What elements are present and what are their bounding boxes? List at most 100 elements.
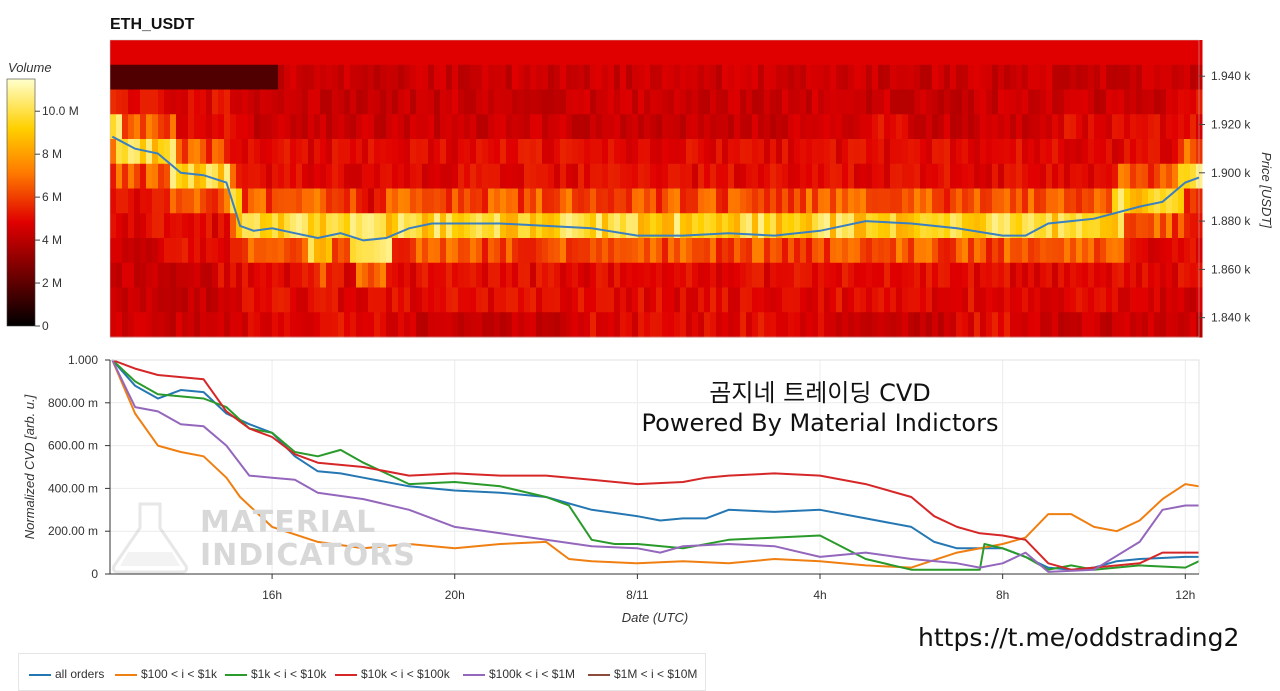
heatmap-cell — [596, 114, 603, 140]
heatmap-cell — [788, 262, 795, 288]
heatmap-cell — [1088, 238, 1095, 264]
heatmap-cell — [890, 188, 897, 214]
flask-icon — [112, 502, 188, 574]
heatmap-cell — [662, 139, 669, 165]
heatmap-cell — [890, 89, 897, 115]
legend-item[interactable]: $100k < i < $1M — [463, 667, 575, 681]
heatmap-cell — [1106, 238, 1113, 264]
heatmap-cell — [842, 238, 849, 264]
heatmap-cell — [392, 188, 399, 214]
heatmap-cell — [404, 213, 411, 239]
heatmap-cell — [986, 188, 993, 214]
heatmap-cell — [500, 64, 507, 90]
heatmap-cells — [110, 40, 1203, 338]
legend-item[interactable]: $1k < i < $10k — [225, 667, 326, 681]
heatmap-cell — [140, 287, 147, 313]
heatmap-cell — [440, 163, 447, 189]
heatmap-cell — [260, 64, 267, 90]
heatmap-cell — [710, 163, 717, 189]
heatmap-cell — [860, 312, 867, 338]
heatmap-cell — [260, 139, 267, 165]
heatmap-cell — [518, 188, 525, 214]
heatmap-cell — [602, 188, 609, 214]
heatmap-cell — [218, 213, 225, 239]
heatmap-cell — [548, 114, 555, 140]
heatmap-cell — [1124, 213, 1131, 239]
heatmap-cell — [122, 114, 129, 140]
heatmap-cell — [740, 213, 747, 239]
heatmap-cell — [782, 213, 789, 239]
heatmap-cell — [254, 188, 261, 214]
heatmap-cell — [1016, 312, 1023, 338]
heatmap-cell — [1154, 312, 1161, 338]
heatmap-cell — [284, 114, 291, 140]
heatmap-cell — [278, 114, 285, 140]
heatmap-cell — [248, 287, 255, 313]
heatmap-cell — [230, 312, 237, 338]
heatmap-cell — [506, 89, 513, 115]
heatmap-cell — [578, 40, 585, 66]
heatmap-cell — [326, 188, 333, 214]
heatmap-cell — [1058, 114, 1065, 140]
heatmap-cell — [1136, 163, 1143, 189]
heatmap-cell — [1088, 40, 1095, 66]
heatmap-cell — [404, 114, 411, 140]
heatmap-cell — [788, 40, 795, 66]
heatmap-cell — [1022, 89, 1029, 115]
heatmap-cell — [866, 139, 873, 165]
heatmap-cell — [920, 213, 927, 239]
cvd-x-tick-label: 12h — [1175, 588, 1195, 602]
heatmap-cell — [116, 188, 123, 214]
heatmap-cell — [782, 262, 789, 288]
heatmap-cell — [1052, 238, 1059, 264]
heatmap-cell — [542, 188, 549, 214]
heatmap-cell — [1088, 262, 1095, 288]
heatmap-cell — [410, 262, 417, 288]
heatmap-cell — [896, 40, 903, 66]
heatmap-cell — [848, 238, 855, 264]
heatmap-cell — [506, 114, 513, 140]
heatmap-cell — [206, 139, 213, 165]
heatmap-cell — [848, 262, 855, 288]
heatmap-cell — [974, 114, 981, 140]
heatmap-cell — [944, 40, 951, 66]
heatmap-cell — [884, 89, 891, 115]
legend-item[interactable]: $1M < i < $10M — [588, 667, 697, 681]
heatmap-cell — [1178, 238, 1185, 264]
heatmap-cell — [680, 287, 687, 313]
heatmap-cell — [326, 262, 333, 288]
heatmap-cell — [776, 89, 783, 115]
heatmap-cell — [638, 163, 645, 189]
heatmap-cell — [212, 312, 219, 338]
legend-item[interactable]: $100 < i < $1k — [115, 667, 217, 681]
heatmap-cell — [170, 64, 177, 90]
heatmap-cell — [968, 89, 975, 115]
heatmap-cell — [926, 114, 933, 140]
heatmap-cell — [410, 213, 417, 239]
heatmap-cell — [548, 262, 555, 288]
heatmap-cell — [428, 64, 435, 90]
legend-item[interactable]: $10k < i < $100k — [335, 667, 450, 681]
heatmap-cell — [1154, 262, 1161, 288]
heatmap-cell — [680, 139, 687, 165]
heatmap-cell — [1094, 287, 1101, 313]
heatmap-cell — [302, 64, 309, 90]
heatmap-cell — [152, 188, 159, 214]
heatmap-cell — [638, 89, 645, 115]
legend-item[interactable]: all orders — [29, 667, 104, 681]
heatmap-cell — [200, 89, 207, 115]
heatmap-cell — [242, 213, 249, 239]
heatmap-cell — [1034, 40, 1041, 66]
heatmap-cell — [302, 238, 309, 264]
heatmap-cell — [434, 89, 441, 115]
heatmap-cell — [812, 213, 819, 239]
heatmap-cell — [812, 64, 819, 90]
heatmap-cell — [476, 188, 483, 214]
heatmap-cell — [1070, 163, 1077, 189]
heatmap-cell — [704, 262, 711, 288]
heatmap-cell — [572, 188, 579, 214]
heatmap-cell — [1142, 312, 1149, 338]
heatmap-cell — [596, 213, 603, 239]
heatmap-cell — [236, 188, 243, 214]
heatmap-cell — [1052, 64, 1059, 90]
